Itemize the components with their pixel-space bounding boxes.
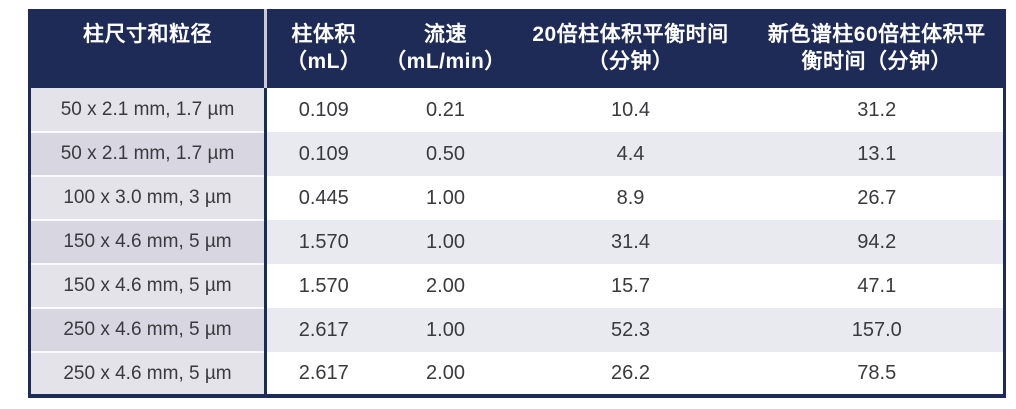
table-row: 50 x 2.1 mm, 1.7 µm 0.109 0.21 10.4 31.2 [29,88,1005,133]
equilibration-20x-cell: 31.4 [510,220,751,264]
equilibration-20x-cell: 26.2 [510,352,751,396]
flow-rate-cell: 0.50 [380,132,511,176]
column-volume-cell: 2.617 [265,308,381,352]
equilibration-table: 柱尺寸和粒径 柱体积 （mL） 流速 （mL/min） 20倍柱体积平衡时间 （… [28,9,1006,398]
column-volume-cell: 0.109 [265,132,381,176]
column-dimension-cell: 250 x 4.6 mm, 5 µm [29,308,267,353]
equilibration-20x-cell: 15.7 [510,264,751,308]
equilibration-60x-cell: 31.2 [750,88,1005,132]
flow-rate-cell: 2.00 [380,264,511,308]
column-dimension-cell: 50 x 2.1 mm, 1.7 µm [29,132,267,177]
header-row: 柱尺寸和粒径 柱体积 （mL） 流速 （mL/min） 20倍柱体积平衡时间 （… [29,9,1005,88]
col-header-flow-rate: 流速 （mL/min） [380,9,511,88]
column-volume-cell: 1.570 [265,220,381,264]
column-dimension-cell: 150 x 4.6 mm, 5 µm [29,264,267,309]
col-header-column-size: 柱尺寸和粒径 [29,9,267,88]
flow-rate-cell: 1.00 [380,308,511,352]
flow-rate-cell: 1.00 [380,176,511,220]
column-dimension-cell: 150 x 4.6 mm, 5 µm [29,220,267,265]
equilibration-20x-cell: 4.4 [510,132,751,176]
equilibration-20x-cell: 52.3 [510,308,751,352]
flow-rate-cell: 2.00 [380,352,511,396]
column-volume-cell: 1.570 [265,264,381,308]
column-dimension-cell: 50 x 2.1 mm, 1.7 µm [29,88,267,133]
equilibration-60x-cell: 26.7 [750,176,1005,220]
table-row: 250 x 4.6 mm, 5 µm 2.617 1.00 52.3 157.0 [29,308,1005,353]
table-row: 50 x 2.1 mm, 1.7 µm 0.109 0.50 4.4 13.1 [29,132,1005,177]
equilibration-table-container: 柱尺寸和粒径 柱体积 （mL） 流速 （mL/min） 20倍柱体积平衡时间 （… [28,9,1006,398]
column-volume-cell: 2.617 [265,352,381,396]
flow-rate-cell: 1.00 [380,220,511,264]
column-volume-cell: 0.109 [265,88,381,132]
equilibration-60x-cell: 13.1 [750,132,1005,176]
column-volume-cell: 0.445 [265,176,381,220]
col-header-column-volume: 柱体积 （mL） [265,9,381,88]
table-row: 150 x 4.6 mm, 5 µm 1.570 2.00 15.7 47.1 [29,264,1005,309]
equilibration-60x-cell: 47.1 [750,264,1005,308]
equilibration-60x-cell: 78.5 [750,352,1005,396]
column-dimension-cell: 100 x 3.0 mm, 3 µm [29,176,267,221]
table-header: 柱尺寸和粒径 柱体积 （mL） 流速 （mL/min） 20倍柱体积平衡时间 （… [29,9,1005,88]
equilibration-20x-cell: 10.4 [510,88,751,132]
table-body: 50 x 2.1 mm, 1.7 µm 0.109 0.21 10.4 31.2 50 x… [29,88,1005,396]
col-header-60x-equilibration-time: 新色谱柱60倍柱体积平 衡时间（分钟） [750,9,1005,88]
flow-rate-cell: 0.21 [380,88,511,132]
equilibration-60x-cell: 94.2 [750,220,1005,264]
table-row: 250 x 4.6 mm, 5 µm 2.617 2.00 26.2 78.5 [29,352,1005,396]
table-row: 150 x 4.6 mm, 5 µm 1.570 1.00 31.4 94.2 [29,220,1005,265]
column-dimension-cell: 250 x 4.6 mm, 5 µm [29,352,267,396]
col-header-20x-equilibration-time: 20倍柱体积平衡时间 （分钟） [510,9,751,88]
equilibration-60x-cell: 157.0 [750,308,1005,352]
table-row: 100 x 3.0 mm, 3 µm 0.445 1.00 8.9 26.7 [29,176,1005,221]
equilibration-20x-cell: 8.9 [510,176,751,220]
